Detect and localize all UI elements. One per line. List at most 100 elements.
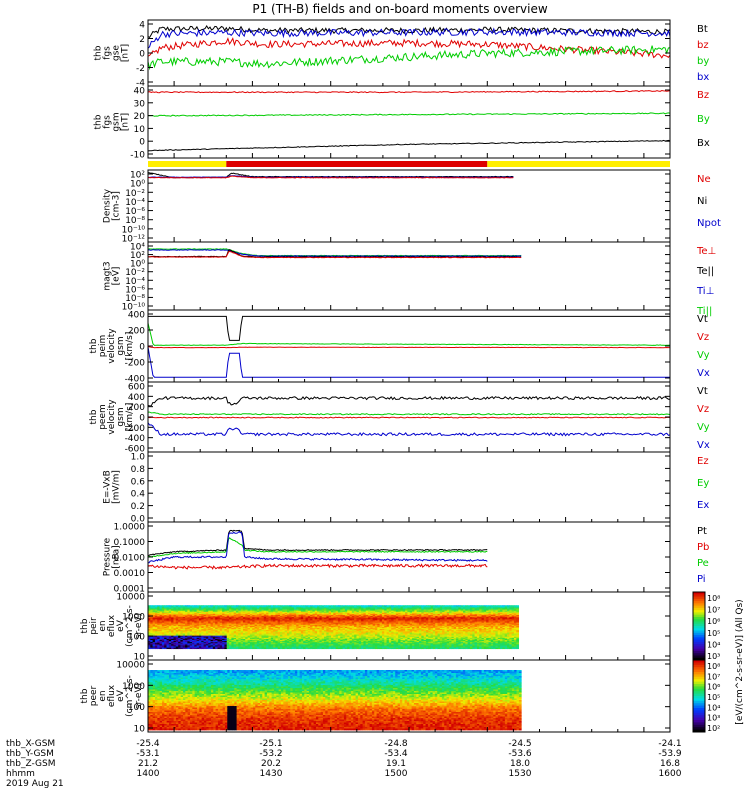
spectrogram-cell: [196, 610, 200, 613]
spectrogram-cell: [217, 622, 221, 625]
spectrogram-cell: [198, 637, 202, 640]
spectrogram-cell: [242, 607, 246, 609]
spectrogram-cell: [293, 643, 297, 645]
spectrogram-cell: [219, 612, 223, 615]
spectrogram-cell: [212, 607, 216, 609]
spectrogram-cell: [270, 616, 274, 618]
spectrogram-cell: [171, 607, 174, 609]
spectrogram-cell: [291, 625, 295, 628]
spectrogram-cell: [273, 611, 276, 614]
spectrogram-cell: [298, 645, 302, 647]
spectrogram-cell: [252, 610, 255, 613]
spectrogram-cell: [238, 643, 242, 645]
spectrogram-cell: [164, 619, 167, 621]
spectrogram-cell: [224, 629, 228, 631]
spectrogram-cell: [150, 613, 154, 616]
spectrogram-cell: [384, 647, 387, 650]
spectrogram-cell: [196, 622, 200, 625]
spectrogram-cell: [298, 612, 302, 615]
spectrogram-cell: [159, 633, 163, 635]
spectrogram-cell: [238, 615, 242, 617]
spectrogram-cell: [289, 606, 293, 608]
spectrogram-cell: [226, 634, 230, 637]
spectrogram-cell: [282, 608, 286, 610]
spectrogram-cell: [284, 629, 288, 631]
spectrogram-cell: [289, 643, 293, 645]
spectrogram-cell: [229, 619, 232, 621]
spectrogram-cell: [157, 634, 160, 637]
y-axis-label-line: [nT]: [121, 44, 131, 62]
spectrogram-cell: [210, 639, 214, 642]
spectrogram-cell: [210, 605, 214, 607]
spectrogram-cell: [261, 625, 265, 628]
spectrogram-cell: [194, 628, 198, 630]
spectrogram-cell: [150, 609, 154, 612]
spectrogram-cell: [256, 609, 260, 612]
spectrogram-cell: [159, 630, 163, 632]
spectrogram-cell: [273, 642, 276, 644]
spectrogram-cell: [233, 613, 237, 616]
spectrogram-cell: [148, 605, 151, 607]
spectrogram-cell: [247, 646, 251, 648]
spectrogram-cell: [168, 623, 172, 626]
spectrogram-cell: [198, 634, 202, 637]
spectrogram-cell: [256, 620, 260, 622]
spectrogram-cell: [150, 610, 154, 613]
spectrogram-cell: [229, 629, 232, 631]
spectrogram-cell: [173, 634, 177, 637]
spectrogram-cell: [291, 616, 295, 618]
spectrogram-cell: [215, 647, 218, 650]
spectrogram-cell: [266, 630, 269, 632]
spectrogram-cell: [196, 645, 200, 647]
spectrogram-cell: [249, 620, 253, 622]
spectrogram-cell: [203, 633, 207, 635]
spectrogram-cell: [254, 641, 258, 643]
spectrogram-cell: [154, 642, 158, 644]
spectrogram-cell: [275, 623, 279, 626]
spectrogram-cell: [268, 622, 272, 625]
spectrogram-cell: [282, 630, 286, 632]
spectrogram-cell: [164, 612, 167, 615]
spectrogram-cell: [189, 626, 193, 629]
spectrogram-cell: [164, 646, 167, 648]
spectrogram-cell: [231, 641, 235, 643]
spectrogram-cell: [286, 630, 290, 632]
spectrogram-cell: [263, 635, 267, 638]
spectrogram-cell: [291, 605, 295, 607]
spectrogram-cell: [289, 616, 293, 618]
spectrogram-cell: [159, 626, 163, 629]
spectrogram-cell: [203, 611, 207, 614]
spectrogram-cell: [238, 612, 242, 615]
spectrogram-cell: [150, 623, 154, 626]
spectrogram-cell: [217, 619, 221, 621]
spectrogram-cell: [273, 626, 276, 629]
spectrogram-cell: [242, 643, 246, 645]
spectrogram-cell: [256, 647, 260, 650]
spectrogram-cell: [280, 632, 283, 634]
y-tick-label: -400: [125, 434, 146, 444]
spectrogram-cell: [247, 634, 251, 637]
spectrogram-cell: [296, 635, 299, 638]
spectrogram-cell: [189, 647, 193, 650]
spectrogram-cell: [242, 616, 246, 618]
spectrogram-cell: [157, 624, 160, 627]
spectrogram-cell: [293, 646, 297, 648]
spectrogram-cell: [261, 608, 265, 610]
spectrogram-cell: [224, 621, 228, 623]
spectrogram-cell: [224, 623, 228, 626]
spectrogram-cell: [187, 619, 191, 621]
spectrogram-cell: [229, 606, 232, 608]
spectrogram-cell: [261, 646, 265, 648]
spectrogram-cell: [148, 616, 151, 618]
spectrogram-cell: [224, 613, 228, 616]
spectrogram-cell: [212, 605, 216, 607]
spectrogram-cell: [205, 609, 209, 612]
spectrogram-cell: [256, 608, 260, 610]
spectrogram-cell: [266, 641, 269, 643]
spectrogram-cell: [298, 646, 302, 648]
spectrogram-cell: [266, 618, 269, 620]
spectrogram-cell: [263, 638, 267, 641]
spectrogram-cell: [240, 628, 244, 630]
spectrogram-cell: [242, 625, 246, 628]
